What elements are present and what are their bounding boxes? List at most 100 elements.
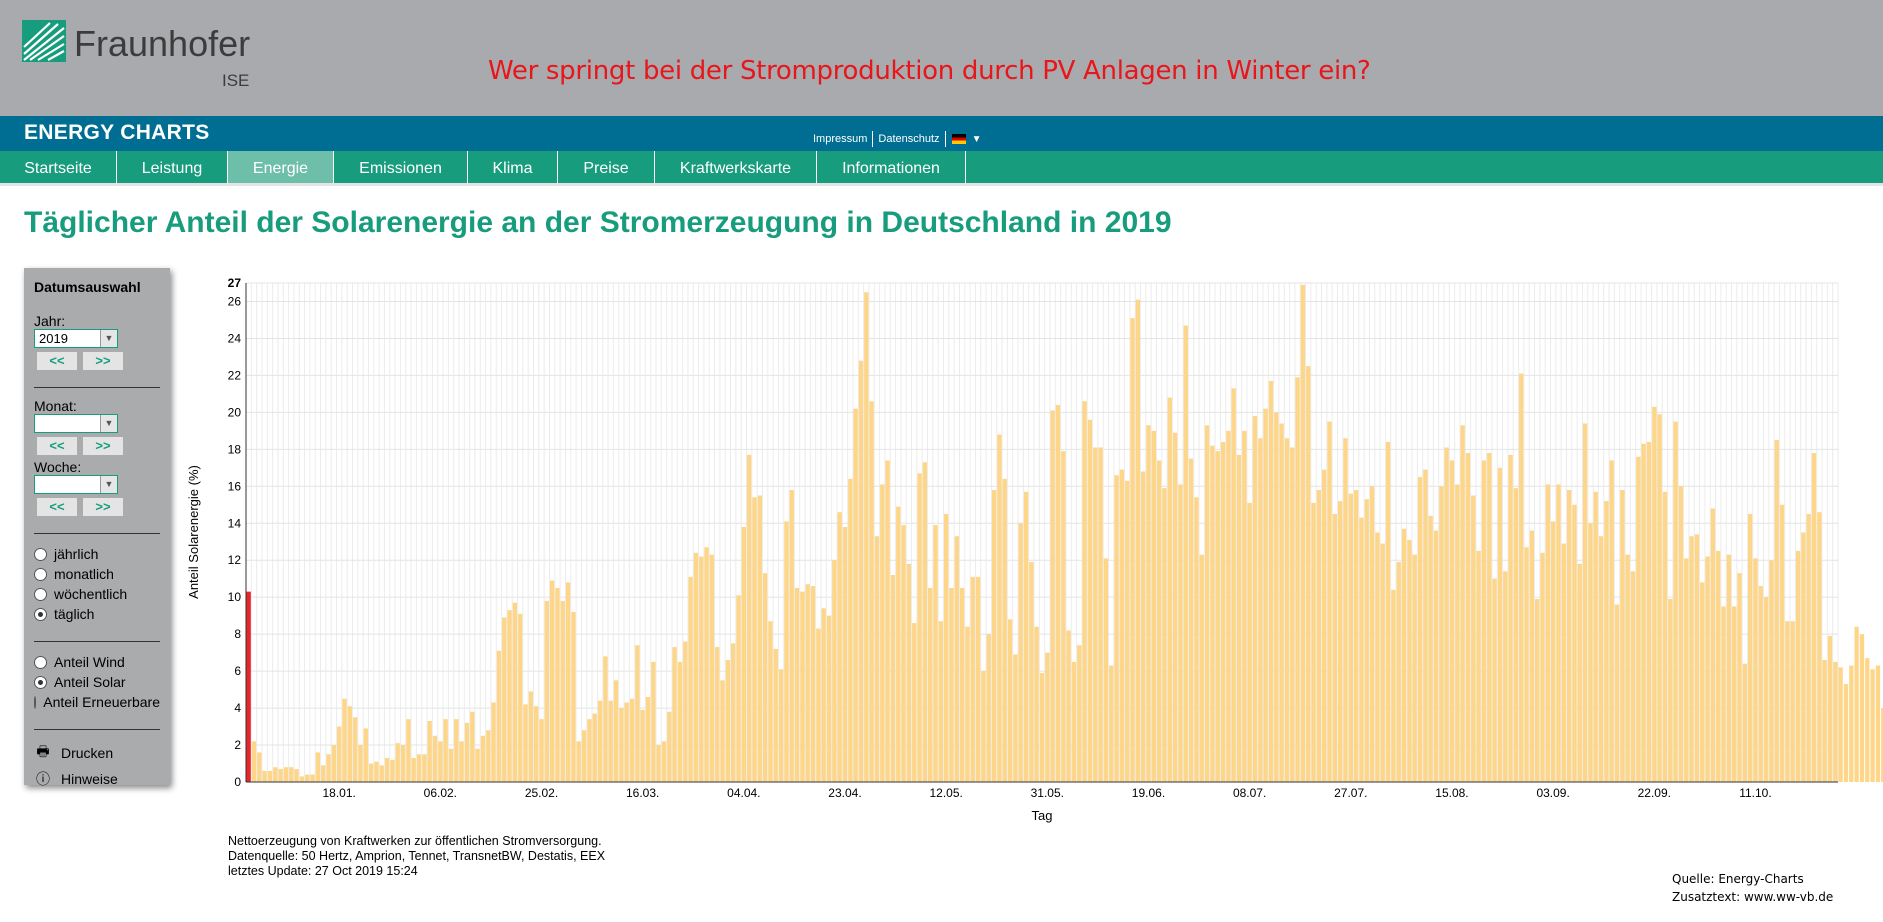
- radio-anteil-erneuerbare[interactable]: Anteil Erneuerbare: [34, 692, 160, 712]
- radio-label: monatlich: [54, 566, 114, 582]
- bar-day-73: [629, 698, 635, 782]
- bar-day-278: [1721, 606, 1726, 782]
- radio-icon[interactable]: [34, 675, 47, 689]
- impressum-link[interactable]: Impressum: [808, 131, 874, 147]
- bar-day-264: [1646, 441, 1652, 782]
- radio-icon[interactable]: [34, 567, 47, 581]
- radio-icon[interactable]: [34, 655, 47, 669]
- bar-day-29: [395, 743, 400, 782]
- radio-icon[interactable]: [34, 695, 37, 709]
- week-select[interactable]: ▼: [34, 475, 118, 494]
- bar-day-18: [337, 726, 342, 782]
- bar-day-256: [1604, 501, 1609, 782]
- fraunhofer-logo[interactable]: Fraunhofer ISE: [22, 20, 282, 97]
- week-next-button[interactable]: >>: [83, 498, 123, 516]
- month-next-button[interactable]: >>: [83, 437, 123, 455]
- month-prev-button[interactable]: <<: [37, 437, 77, 455]
- bar-day-34: [422, 754, 427, 782]
- week-prev-button[interactable]: <<: [37, 498, 77, 516]
- radio-monatlich[interactable]: monatlich: [34, 564, 160, 584]
- month-select[interactable]: ▼: [34, 414, 118, 433]
- bar-day-184: [1220, 441, 1226, 782]
- radio-icon[interactable]: [34, 587, 47, 601]
- bar-day-174: [1167, 397, 1172, 782]
- bar-day-228: [1455, 484, 1460, 782]
- radio-taeglich[interactable]: täglich: [34, 604, 160, 624]
- radio-jaehrlich[interactable]: jährlich: [34, 544, 160, 564]
- nav-informationen[interactable]: Informationen: [817, 151, 966, 183]
- bar-day-295: [1811, 453, 1817, 782]
- divider: [34, 387, 160, 388]
- nav-energie[interactable]: Energie: [228, 151, 334, 183]
- year-select[interactable]: 2019 ▼: [34, 329, 118, 348]
- bars: [246, 284, 1883, 782]
- divider: [34, 641, 160, 642]
- bar-day-41: [459, 741, 464, 782]
- bar-day-208: [1348, 493, 1353, 782]
- bar-day-27: [384, 757, 390, 782]
- nav-kraftwerkskarte[interactable]: Kraftwerkskarte: [655, 151, 817, 183]
- bar-day-107: [810, 586, 816, 782]
- bar-day-50: [507, 610, 512, 782]
- nav-preise[interactable]: Preise: [558, 151, 655, 183]
- x-tick-label: 06.02.: [424, 786, 457, 800]
- nav-emissionen[interactable]: Emissionen: [334, 151, 468, 183]
- bar-day-131: [938, 621, 943, 782]
- german-flag-icon[interactable]: [951, 134, 966, 144]
- nav-leistung[interactable]: Leistung: [117, 151, 228, 183]
- print-button[interactable]: 🖶 Drucken: [34, 740, 160, 766]
- bar-day-281: [1737, 573, 1742, 782]
- bar-day-153: [1055, 404, 1061, 782]
- bar-day-61: [565, 582, 571, 782]
- bar-day-232: [1476, 550, 1481, 782]
- x-tick-label: 23.04.: [828, 786, 861, 800]
- bar-day-235: [1492, 578, 1497, 782]
- bar-day-226: [1444, 447, 1449, 782]
- bar-day-236: [1497, 467, 1503, 782]
- chevron-down-icon[interactable]: ▼: [100, 415, 117, 432]
- bar-day-59: [555, 587, 560, 782]
- year-prev-button[interactable]: <<: [37, 352, 77, 370]
- divider: [34, 729, 160, 730]
- bar-day-229: [1460, 425, 1465, 782]
- bar-day-279: [1726, 554, 1732, 782]
- notes-button[interactable]: ⓘ Hinweise: [34, 766, 160, 792]
- chevron-down-icon[interactable]: ▼: [100, 476, 117, 493]
- bar-day-140: [986, 634, 991, 782]
- radio-anteil-solar[interactable]: Anteil Solar: [34, 672, 160, 692]
- bar-day-3: [257, 752, 262, 782]
- chevron-down-icon[interactable]: ▼: [100, 330, 117, 347]
- bar-day-162: [1103, 558, 1109, 782]
- bar-day-150: [1039, 672, 1045, 782]
- radio-icon[interactable]: [34, 547, 47, 561]
- radio-woechentlich[interactable]: wöchentlich: [34, 584, 160, 604]
- bar-day-97: [757, 495, 762, 782]
- brand-title[interactable]: ENERGY CHARTS: [24, 121, 210, 144]
- bar-day-269: [1673, 421, 1678, 782]
- bar-day-108: [816, 628, 821, 782]
- bar-day-130: [933, 525, 938, 782]
- bar-day-211: [1364, 499, 1369, 782]
- year-next-button[interactable]: >>: [83, 352, 123, 370]
- bar-day-199: [1300, 284, 1306, 782]
- bar-day-166: [1125, 480, 1130, 782]
- bar-day-31: [406, 719, 411, 782]
- bar-day-307: [1875, 665, 1881, 782]
- nav-startseite[interactable]: Startseite: [0, 151, 117, 183]
- bar-day-135: [959, 587, 965, 782]
- bar-day-111: [832, 560, 837, 782]
- language-dropdown-icon[interactable]: ▼: [971, 133, 982, 145]
- radio-anteil-wind[interactable]: Anteil Wind: [34, 652, 160, 672]
- bar-day-49: [502, 617, 507, 782]
- datenschutz-link[interactable]: Datenschutz: [873, 131, 946, 147]
- bar-day-218: [1401, 528, 1407, 782]
- nav-klima[interactable]: Klima: [468, 151, 558, 183]
- bar-day-155: [1066, 630, 1071, 782]
- bar-day-141: [991, 489, 997, 782]
- bar-day-79: [661, 741, 667, 782]
- bar-day-181: [1204, 425, 1210, 782]
- page-title: Täglicher Anteil der Solarenergie an der…: [24, 206, 1172, 239]
- radio-icon[interactable]: [34, 607, 47, 621]
- bar-day-161: [1098, 447, 1103, 782]
- logo-sub: ISE: [222, 71, 249, 90]
